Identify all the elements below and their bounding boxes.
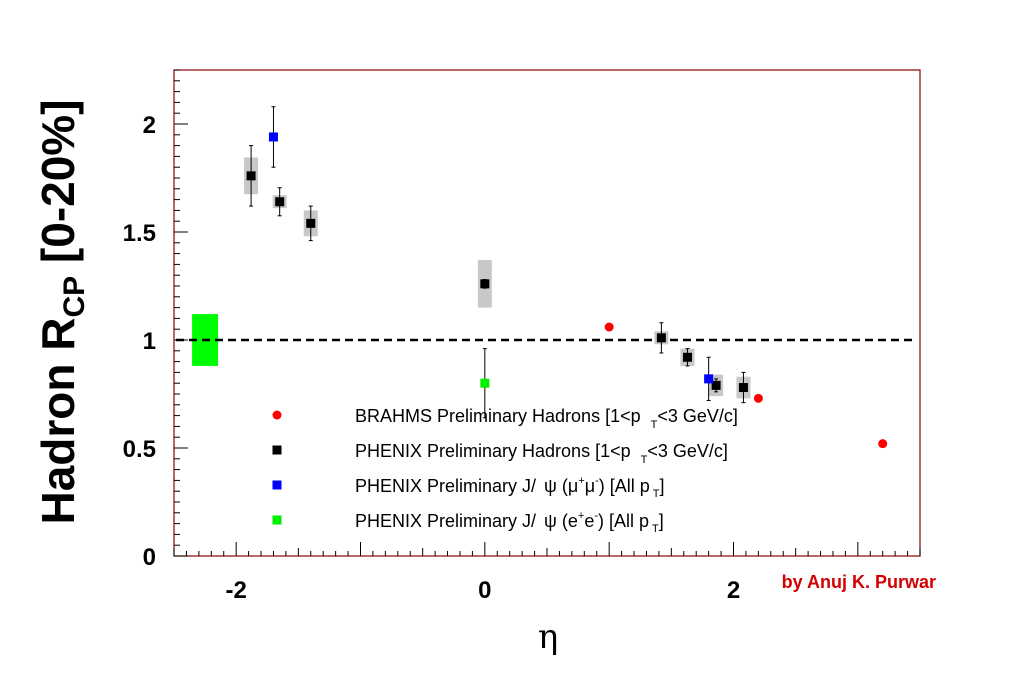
y-axis-label-sub: CP <box>58 276 91 318</box>
y-tick-label: 1.5 <box>123 220 156 247</box>
y-tick-label: 0 <box>143 544 156 571</box>
data-point <box>246 171 256 181</box>
legend: BRAHMS Preliminary Hadrons [1<p T<3 GeV/c… <box>272 406 738 535</box>
legend-text: PHENIX Preliminary J/ <box>355 476 536 496</box>
x-tick-label: 0 <box>478 577 491 604</box>
y-axis-label-main: Hadron R <box>32 318 84 525</box>
legend-text: ) [All p <box>599 476 650 496</box>
data-point <box>268 132 278 142</box>
legend-psi: ψ <box>544 511 557 531</box>
legend-entry: PHENIX Preliminary J/ψ (μ+μ-) [All p T] <box>272 475 665 500</box>
data-point <box>604 322 614 332</box>
legend-psi: ψ <box>544 476 557 496</box>
data-layer <box>244 106 888 449</box>
legend-text: <3 GeV/c] <box>657 406 738 426</box>
legend-text: ] <box>660 476 665 496</box>
y-axis-label: Hadron RCP [0-20%] <box>32 99 91 524</box>
legend-superscript: - <box>595 475 599 487</box>
x-tick-label: 2 <box>727 577 740 604</box>
credit-text: by Anuj K. Purwar <box>782 572 936 592</box>
legend-marker <box>272 410 282 420</box>
legend-text: ] <box>659 511 664 531</box>
legend-marker <box>272 480 282 490</box>
legend-superscript: + <box>578 475 584 487</box>
data-point <box>704 374 714 384</box>
legend-text: <3 GeV/c] <box>647 441 728 461</box>
data-point <box>306 218 316 228</box>
y-tick-label: 0.5 <box>123 436 156 463</box>
legend-superscript: - <box>594 510 598 522</box>
legend-text: BRAHMS Preliminary Hadrons [1<p <box>355 406 641 426</box>
legend-subscript: T <box>652 523 659 535</box>
x-axis-label: η <box>538 617 558 657</box>
legend-text: PHENIX Preliminary Hadrons [1<p <box>355 441 631 461</box>
legend-text: PHENIX Preliminary J/ <box>355 511 536 531</box>
legend-label: PHENIX Preliminary J/ψ (e+e-) [All p T] <box>355 510 664 535</box>
legend-text: μ <box>585 476 595 496</box>
data-point <box>480 279 490 289</box>
series-phenix_jpsi_ee <box>480 348 490 419</box>
plot-area <box>173 69 921 557</box>
data-point <box>480 378 490 388</box>
legend-superscript: + <box>578 510 584 522</box>
legend-subscript: T <box>641 454 648 466</box>
legend-text: ) [All p <box>598 511 649 531</box>
legend-subscript: T <box>651 419 658 431</box>
legend-text: (μ <box>557 476 578 496</box>
data-point <box>656 333 666 343</box>
data-point <box>711 380 721 390</box>
series-phenix_hadrons <box>244 145 751 404</box>
axes: -2 0 2 0 0.5 1 1.5 2 <box>123 69 921 604</box>
data-point <box>753 393 763 403</box>
data-point <box>878 439 888 449</box>
legend-entry: PHENIX Preliminary Hadrons [1<p T<3 GeV/c… <box>272 441 728 466</box>
legend-entry: PHENIX Preliminary J/ψ (e+e-) [All p T] <box>272 510 664 535</box>
x-tick-label: -2 <box>225 577 246 604</box>
legend-marker <box>272 445 282 455</box>
legend-text: (e <box>557 511 578 531</box>
data-point <box>275 197 285 207</box>
legend-subscript: T <box>653 488 660 500</box>
data-point <box>682 352 692 362</box>
y-tick-label: 1 <box>143 328 156 355</box>
legend-label: PHENIX Preliminary J/ψ (μ+μ-) [All p T] <box>355 475 665 500</box>
plot-frame <box>173 69 921 557</box>
data-point <box>738 383 748 393</box>
y-tick-label: 2 <box>143 112 156 139</box>
legend-marker <box>272 515 282 525</box>
legend-label: BRAHMS Preliminary Hadrons [1<p T<3 GeV/c… <box>355 406 738 431</box>
y-axis-label-suffix: [0-20%] <box>32 99 84 275</box>
series-phenix_jpsi_mumu <box>268 106 714 401</box>
legend-label: PHENIX Preliminary Hadrons [1<p T<3 GeV/c… <box>355 441 728 466</box>
legend-entry: BRAHMS Preliminary Hadrons [1<p T<3 GeV/c… <box>272 406 738 431</box>
legend-text: e <box>584 511 594 531</box>
